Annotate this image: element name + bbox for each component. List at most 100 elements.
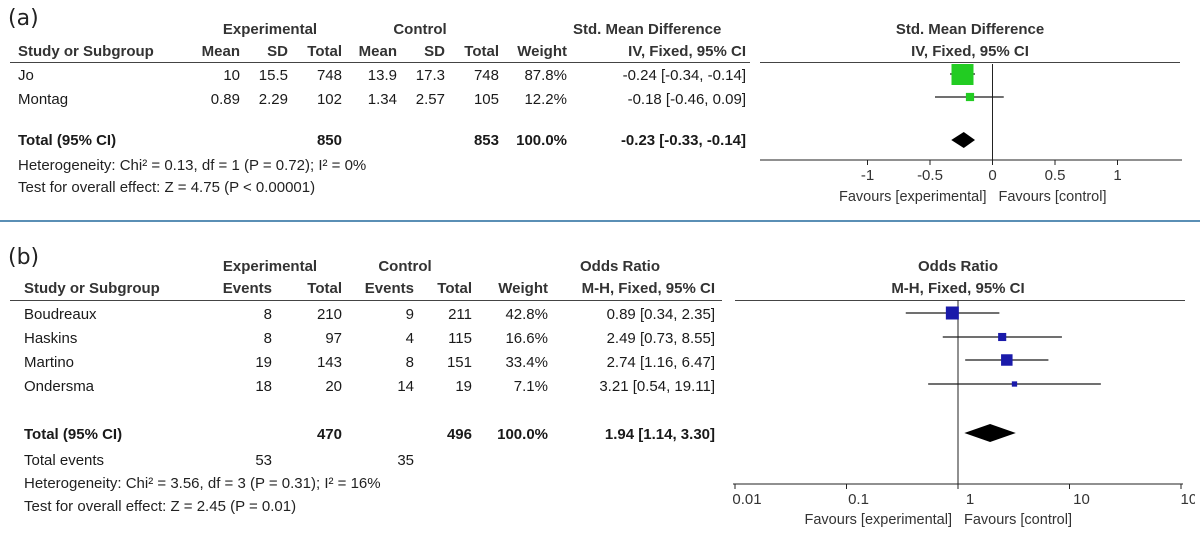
exp-total: 748: [316, 67, 342, 84]
panel-divider: [0, 220, 1200, 222]
x-tick-label: 100: [1180, 491, 1195, 508]
effect-header-method: M-H, Fixed, 95% CI: [581, 280, 715, 297]
study-box: [998, 332, 1007, 342]
exp-events: 18: [255, 378, 272, 395]
effect-header-title: Std. Mean Difference: [573, 21, 722, 38]
table-row: Martino 19 143 8 151 33.4% 2.74 [1.16, 6…: [0, 354, 760, 376]
exp-total-sum: 850: [316, 132, 342, 149]
weight: 12.2%: [524, 91, 567, 108]
study-name: Boudreaux: [24, 306, 97, 323]
favours-control-label: Favours [control]: [999, 189, 1107, 205]
ctrl-events: 8: [405, 354, 414, 371]
effect-header-title: Odds Ratio: [579, 258, 660, 275]
weight: 16.6%: [505, 330, 548, 347]
x-tick-label: 1: [966, 491, 974, 508]
x-tick-label: 10: [1073, 491, 1090, 508]
table-header-rule: [10, 62, 750, 63]
study-name: Ondersma: [24, 378, 95, 395]
effect-ci: -0.18 [-0.46, 0.09]: [627, 91, 746, 108]
table-row: Haskins 8 97 4 115 16.6% 2.49 [0.73, 8.5…: [0, 330, 760, 352]
study-name: Martino: [24, 354, 75, 371]
weight: 7.1%: [513, 378, 548, 395]
study-box: [951, 64, 974, 85]
total-row: Total (95% CI) 470 496 100.0% 1.94 [1.14…: [0, 426, 760, 448]
ctrl-total-sum: 496: [446, 426, 472, 443]
effect-ci: 0.89 [0.34, 2.35]: [606, 306, 715, 323]
x-tick-label: 0.01: [732, 491, 761, 508]
pooled-diamond: [951, 132, 975, 148]
column-header-exp-total: Total: [307, 43, 342, 60]
x-tick-label: -0.5: [917, 167, 943, 184]
study-box: [1001, 354, 1013, 366]
weight: 87.8%: [524, 67, 567, 84]
heterogeneity-note: Heterogeneity: Chi² = 3.56, df = 3 (P = …: [24, 475, 381, 492]
heterogeneity-note: Heterogeneity: Chi² = 0.13, df = 1 (P = …: [18, 157, 367, 174]
total-label: Total (95% CI): [18, 132, 117, 149]
column-header-exp-total: Total: [307, 280, 342, 297]
table-row: Jo 10 15.5 748 13.9 17.3 748 87.8% -0.24…: [0, 67, 760, 89]
exp-total: 97: [325, 330, 342, 347]
plot-header-method: IV, Fixed, 95% CI: [911, 43, 1029, 60]
table-header-rule: [10, 300, 722, 301]
ctrl-total: 19: [455, 378, 472, 395]
ctrl-events: 14: [397, 378, 414, 395]
favours-experimental-label: Favours [experimental]: [839, 189, 986, 205]
exp-sd: 2.29: [258, 91, 288, 108]
panel-label-a: (a): [8, 6, 39, 31]
column-header-weight: Weight: [498, 280, 548, 297]
x-tick-label: 0.5: [1045, 167, 1066, 184]
column-header-study: Study or Subgroup: [18, 43, 154, 60]
ctrl-total-events: 35: [397, 452, 414, 469]
column-header-ctrl-sd: SD: [424, 43, 445, 60]
panel-label-b: (b): [8, 245, 40, 270]
exp-mean: 10: [223, 67, 240, 84]
ctrl-events: 4: [405, 330, 414, 347]
x-tick-label: 0: [988, 167, 996, 184]
favours-experimental-label: Favours [experimental]: [805, 512, 952, 528]
ctrl-sd: 2.57: [415, 91, 445, 108]
control-group-header: Control: [378, 258, 432, 275]
total-events-label: Total events: [24, 452, 105, 469]
weight: 42.8%: [505, 306, 548, 323]
column-header-exp-mean: Mean: [201, 43, 240, 60]
favours-control-label: Favours [control]: [964, 512, 1072, 528]
exp-events: 8: [263, 306, 272, 323]
overall-effect-note: Test for overall effect: Z = 4.75 (P < 0…: [18, 179, 316, 196]
weight: 33.4%: [505, 354, 548, 371]
effect-ci: 2.49 [0.73, 8.55]: [606, 330, 715, 347]
plot-header-method: M-H, Fixed, 95% CI: [891, 280, 1025, 297]
ctrl-total-sum: 853: [473, 132, 499, 149]
plot-header-rule: [735, 300, 1185, 301]
ctrl-total: 151: [446, 354, 472, 371]
total-ci: -0.23 [-0.33, -0.14]: [620, 132, 746, 149]
total-weight: 100.0%: [516, 132, 567, 149]
exp-total-sum: 470: [316, 426, 342, 443]
study-name: Montag: [18, 91, 69, 108]
exp-total: 20: [325, 378, 342, 395]
total-events-row: Total events 53 35: [0, 452, 760, 474]
column-header-exp-events: Events: [222, 280, 272, 297]
ctrl-mean: 13.9: [367, 67, 397, 84]
ctrl-total: 211: [448, 306, 472, 323]
total-ci: 1.94 [1.14, 3.30]: [604, 426, 715, 443]
effect-ci: -0.24 [-0.34, -0.14]: [622, 67, 746, 84]
column-header-ctrl-mean: Mean: [358, 43, 397, 60]
exp-events: 19: [255, 354, 272, 371]
table-row: Boudreaux 8 210 9 211 42.8% 0.89 [0.34, …: [0, 306, 760, 328]
study-name: Haskins: [24, 330, 78, 347]
effect-ci: 2.74 [1.16, 6.47]: [606, 354, 715, 371]
total-row: Total (95% CI) 850 853 100.0% -0.23 [-0.…: [0, 132, 760, 154]
plot-header-title: Std. Mean Difference: [895, 21, 1045, 38]
table-row: Montag 0.89 2.29 102 1.34 2.57 105 12.2%…: [0, 91, 760, 113]
column-header-study: Study or Subgroup: [24, 280, 160, 297]
forest-plot-b: 0.01 0.1 1 10 100 Favours [experimental] Favou…: [732, 300, 1195, 528]
experimental-group-header: Experimental: [222, 21, 318, 38]
plot-header-rule: [760, 62, 1180, 63]
ctrl-sd: 17.3: [415, 67, 445, 84]
ctrl-total: 105: [473, 91, 499, 108]
exp-total: 102: [316, 91, 342, 108]
ctrl-mean: 1.34: [367, 91, 397, 108]
table-row: Ondersma 18 20 14 19 7.1% 3.21 [0.54, 19…: [0, 378, 760, 400]
total-label: Total (95% CI): [24, 426, 123, 443]
ctrl-events: 9: [405, 306, 414, 323]
